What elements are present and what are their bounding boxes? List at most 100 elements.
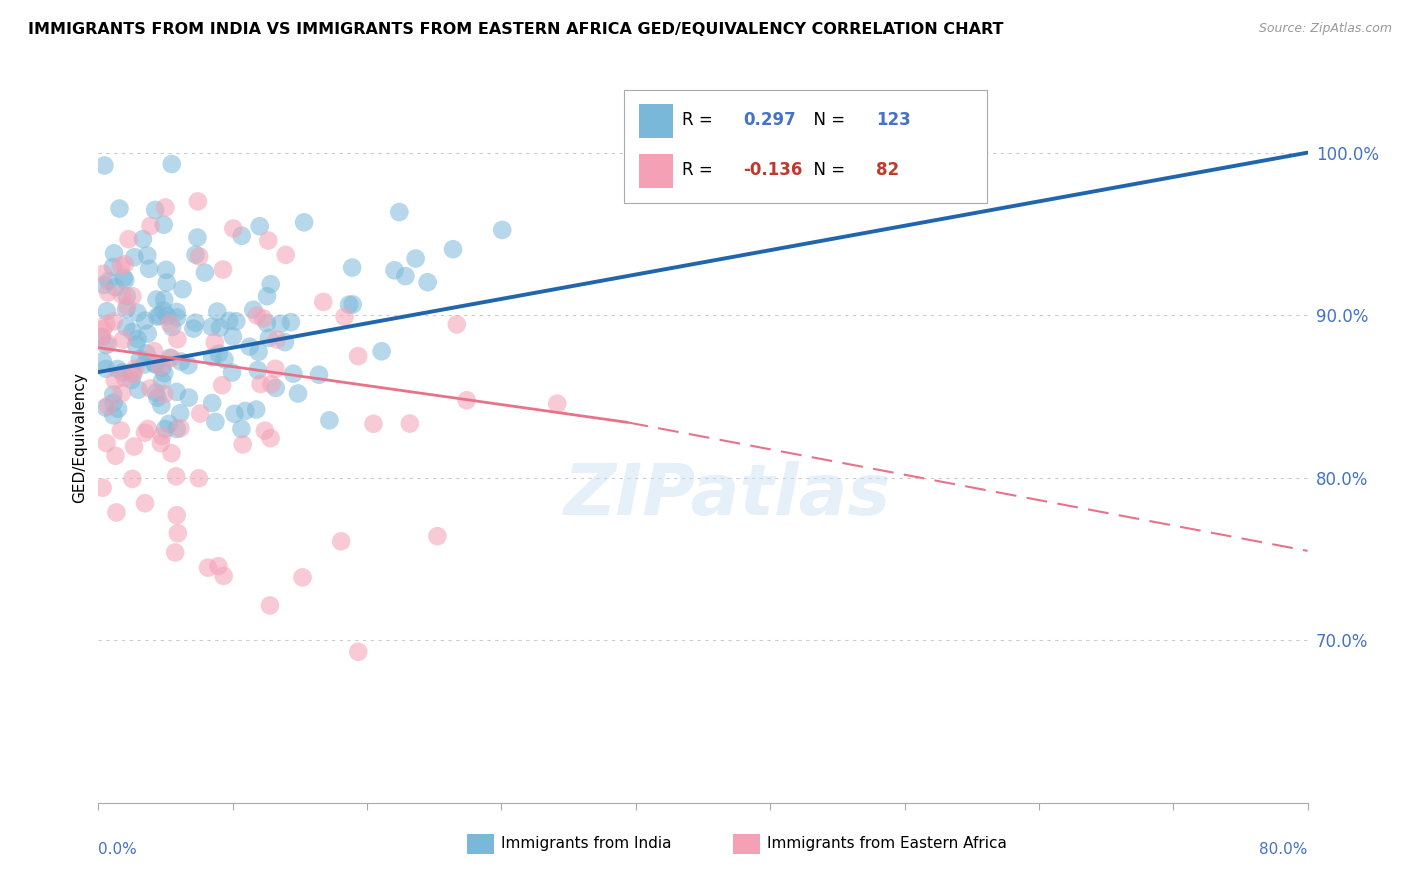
Text: R =: R =: [682, 112, 718, 129]
Point: [166, 526, 188, 541]
Point: [233, 404, 256, 418]
Point: [363, 417, 385, 431]
Point: [184, 248, 207, 262]
Point: [342, 297, 364, 311]
Point: [129, 351, 152, 366]
Point: [97, 399, 120, 413]
Point: [121, 366, 143, 380]
Point: [194, 266, 217, 280]
Point: [165, 545, 187, 559]
Point: [143, 357, 166, 371]
Point: [149, 359, 172, 374]
Point: [150, 429, 173, 443]
Point: [104, 449, 127, 463]
Point: [112, 270, 135, 285]
Point: [108, 202, 131, 216]
Point: [114, 257, 136, 271]
Point: [145, 293, 167, 307]
Text: Source: ZipAtlas.com: Source: ZipAtlas.com: [1258, 22, 1392, 36]
Point: [212, 569, 235, 583]
Point: [136, 422, 159, 436]
Point: [138, 261, 160, 276]
Point: [117, 232, 139, 246]
Point: [201, 319, 224, 334]
Text: 0.0%: 0.0%: [98, 842, 138, 856]
Point: [166, 332, 188, 346]
Point: [122, 440, 145, 454]
Point: [96, 304, 118, 318]
Text: IMMIGRANTS FROM INDIA VS IMMIGRANTS FROM EASTERN AFRICA GED/EQUIVALENCY CORRELAT: IMMIGRANTS FROM INDIA VS IMMIGRANTS FROM…: [28, 22, 1004, 37]
Bar: [638, 104, 673, 138]
Point: [259, 599, 281, 613]
Point: [96, 317, 118, 331]
Point: [197, 560, 219, 574]
Point: [274, 248, 297, 262]
Text: ZIPatlas: ZIPatlas: [564, 461, 891, 530]
Point: [257, 234, 280, 248]
Point: [246, 363, 269, 377]
Point: [218, 314, 240, 328]
Text: -0.136: -0.136: [742, 161, 803, 179]
Point: [127, 383, 149, 397]
Point: [207, 304, 229, 318]
Point: [127, 306, 149, 320]
Point: [394, 269, 416, 284]
Point: [207, 559, 229, 574]
Y-axis label: GED/Equivalency: GED/Equivalency: [72, 372, 87, 502]
Point: [187, 194, 209, 209]
Point: [239, 340, 262, 354]
Point: [97, 336, 120, 351]
Point: [121, 373, 143, 387]
Point: [292, 215, 315, 229]
Point: [264, 381, 287, 395]
Bar: [734, 833, 759, 854]
Point: [160, 157, 183, 171]
Point: [134, 425, 156, 440]
Point: [104, 373, 127, 387]
Point: [491, 223, 513, 237]
Point: [330, 534, 353, 549]
Point: [104, 280, 127, 294]
Point: [91, 322, 114, 336]
Point: [441, 242, 464, 256]
Point: [150, 398, 173, 412]
Point: [333, 310, 356, 324]
Point: [426, 529, 449, 543]
Point: [115, 299, 138, 313]
Point: [546, 397, 568, 411]
Point: [416, 275, 439, 289]
Point: [188, 249, 211, 263]
Point: [110, 259, 132, 273]
Point: [136, 248, 159, 262]
Point: [93, 267, 115, 281]
Text: R =: R =: [682, 161, 718, 179]
Point: [208, 320, 231, 334]
Point: [253, 424, 276, 438]
Point: [153, 387, 176, 401]
Point: [91, 354, 114, 368]
Point: [159, 317, 181, 331]
Point: [121, 472, 143, 486]
Point: [252, 311, 274, 326]
Point: [388, 205, 411, 219]
Point: [153, 293, 176, 307]
Point: [153, 422, 176, 436]
Point: [245, 402, 267, 417]
Point: [242, 302, 264, 317]
Point: [153, 366, 176, 380]
Point: [318, 413, 340, 427]
Point: [155, 201, 177, 215]
Point: [134, 496, 156, 510]
Point: [91, 330, 114, 344]
Point: [214, 352, 236, 367]
Point: [97, 285, 120, 300]
Point: [166, 310, 188, 325]
Point: [312, 295, 335, 310]
Point: [160, 351, 183, 365]
Point: [259, 431, 281, 445]
Text: Immigrants from India: Immigrants from India: [501, 837, 672, 851]
Point: [266, 333, 288, 347]
Point: [96, 436, 118, 450]
Bar: [638, 154, 673, 188]
Point: [170, 354, 193, 368]
